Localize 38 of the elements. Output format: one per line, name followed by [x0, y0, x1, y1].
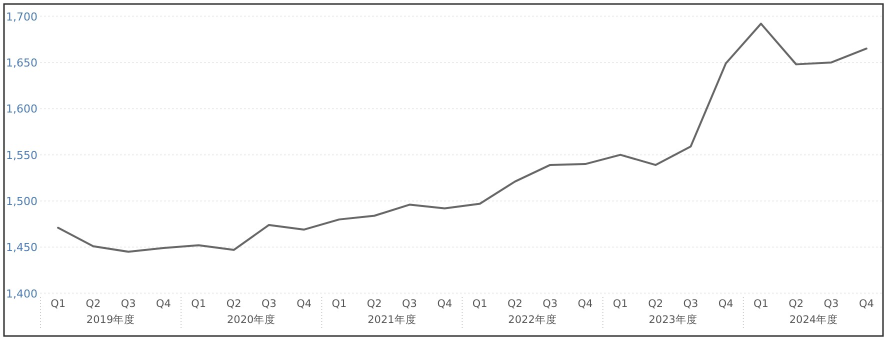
text: 2021年度: [368, 313, 416, 326]
x-tick-label: Q4: [296, 298, 312, 310]
y-tick-label: 1,500: [6, 194, 38, 208]
x-tick-label: Q3: [542, 298, 558, 310]
x-tick-label: Q4: [156, 298, 172, 310]
y-tick-label: 1,550: [6, 148, 38, 162]
x-tick-label: Q4: [718, 298, 734, 310]
x-tick-label: Q1: [50, 298, 66, 310]
y-tick-label: 1,400: [6, 287, 38, 300]
x-tick-label: Q1: [612, 298, 628, 310]
x-tick-label: Q2: [648, 298, 664, 310]
x-tick-label: Q1: [472, 298, 488, 310]
line-series: [57, 22, 868, 253]
x-tick-label: Q3: [261, 298, 276, 310]
x-tick-label: Q1: [754, 298, 768, 310]
x-tick-label: Q2: [507, 298, 522, 310]
text: 2024年度: [789, 313, 838, 326]
x-tick-label: Q2: [788, 298, 804, 310]
y-tick-label: 1,650: [6, 56, 38, 70]
x-tick-label: Q3: [824, 298, 839, 310]
x-tick-label: Q1: [332, 298, 347, 310]
x-tick-label: Q2: [86, 298, 101, 310]
y-tick-label: 1,700: [6, 10, 38, 24]
y-tick-label: 1,600: [6, 102, 38, 116]
text: 2019年度: [86, 313, 136, 326]
x-tick-label: Q4: [578, 298, 594, 310]
x-tick-label: Q4: [437, 298, 452, 310]
x-tick-label: Q1: [191, 298, 206, 310]
text: 2022年度: [508, 313, 557, 326]
x-tick-label: Q3: [402, 298, 418, 310]
x-tick-label: Q3: [120, 298, 136, 310]
x-tick-label: Q4: [858, 298, 874, 310]
x-tick-label: Q2: [226, 298, 242, 310]
x-tick-label: Q2: [366, 298, 382, 310]
text: 2023年度: [648, 313, 698, 326]
y-tick-label: 1,450: [6, 241, 38, 254]
text: 2020年度: [227, 313, 276, 326]
x-tick-label: Q3: [683, 298, 698, 310]
